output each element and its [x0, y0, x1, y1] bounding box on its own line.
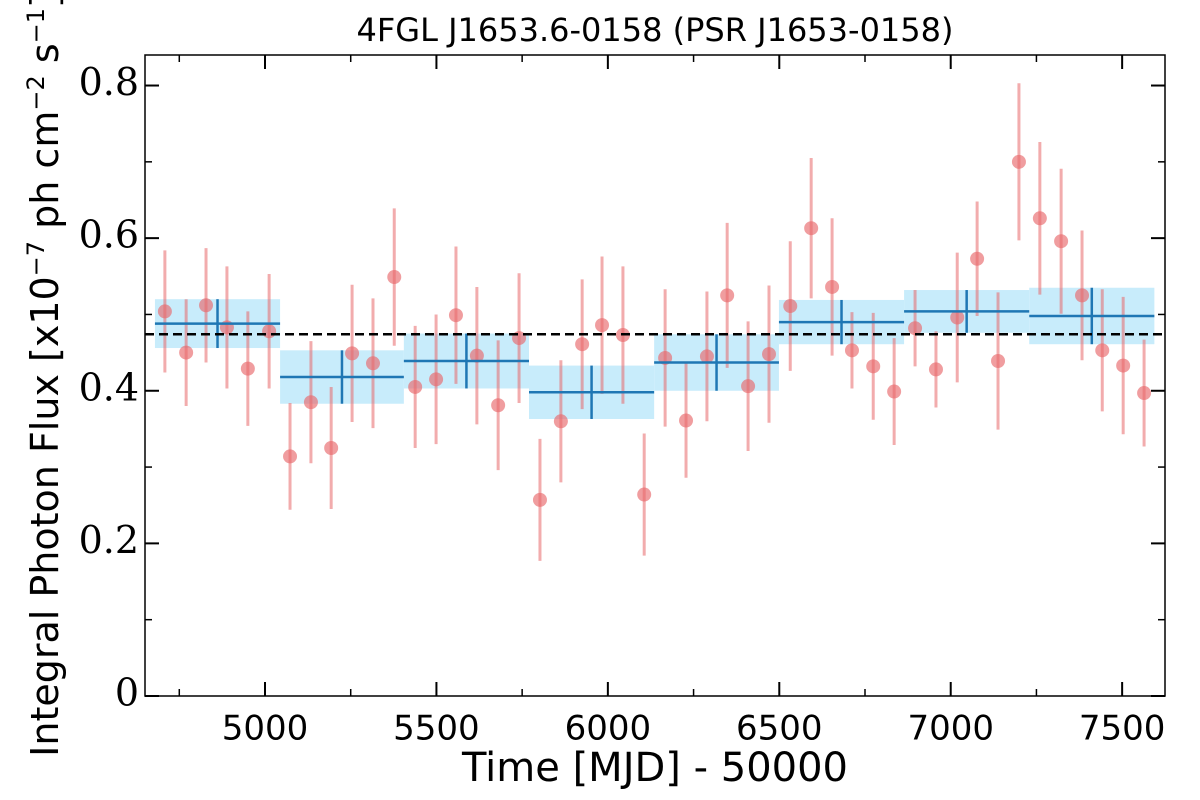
y-label-text: ph cm [23, 111, 67, 241]
data-point [908, 321, 923, 336]
x-tick-label: 6000 [565, 709, 652, 749]
data-point [741, 379, 756, 394]
data-point [262, 324, 277, 339]
y-tick-label: 0.8 [79, 60, 139, 104]
data-point [950, 310, 965, 325]
data-point [762, 347, 776, 362]
data-point [324, 440, 339, 455]
y-label-text: s [23, 43, 67, 75]
data-point [157, 304, 172, 319]
data-point [366, 356, 380, 371]
data-point [1032, 211, 1047, 226]
data-point [866, 359, 881, 374]
data-point [1054, 234, 1069, 249]
data-point [303, 395, 318, 410]
data-point [283, 449, 298, 464]
data-point [429, 372, 444, 387]
data-point [1095, 343, 1110, 358]
data-point [553, 414, 568, 429]
data-point [928, 362, 943, 377]
x-tick-label: 5000 [222, 709, 309, 749]
x-tick-label: 5500 [393, 709, 480, 749]
data-point [1011, 154, 1026, 169]
data-point [575, 337, 590, 352]
x-axis-label: Time [MJD] - 50000 [461, 745, 848, 791]
y-label-text: ] [23, 0, 67, 8]
data-point [387, 270, 402, 285]
data-point [1075, 288, 1090, 303]
x-tick-label: 7500 [1079, 709, 1166, 749]
data-point [240, 361, 255, 376]
data-point [491, 398, 506, 413]
data-point [448, 308, 463, 323]
x-tick-label: 6500 [736, 709, 823, 749]
y-label-superscript: −7 [22, 241, 50, 276]
data-point [179, 345, 194, 360]
data-point [1137, 386, 1152, 401]
y-axis-label: Integral Photon Flux [x10−7 ph cm−2 s−1] [22, 0, 67, 757]
y-tick-label: 0.2 [79, 518, 139, 562]
y-tick-label: 0 [115, 671, 139, 715]
data-point [825, 279, 840, 294]
y-tick-label: 0.4 [79, 365, 139, 409]
data-point [720, 288, 735, 303]
y-tick-label: 0.6 [79, 213, 139, 257]
data-point [970, 251, 985, 266]
data-point [532, 492, 547, 507]
data-point [783, 299, 798, 314]
x-tick-label: 7000 [907, 709, 994, 749]
data-point [408, 379, 423, 394]
data-point [637, 487, 652, 502]
data-point [844, 343, 859, 358]
data-point [199, 298, 214, 313]
data-point [991, 354, 1006, 369]
y-label-superscript: −1 [22, 8, 50, 43]
data-point [699, 349, 714, 364]
data-point [679, 413, 694, 428]
data-point [804, 221, 819, 236]
data-point [1116, 358, 1131, 373]
data-point [469, 348, 484, 363]
y-label-text: Integral Photon Flux [x10 [23, 276, 67, 757]
plot-frame [144, 54, 1166, 697]
data-point [887, 384, 902, 399]
data-point [595, 318, 610, 333]
data-point [345, 346, 360, 361]
chart-title: 4FGL J1653.6-0158 (PSR J1653-0158) [357, 11, 954, 49]
y-label-superscript: −2 [22, 75, 50, 110]
